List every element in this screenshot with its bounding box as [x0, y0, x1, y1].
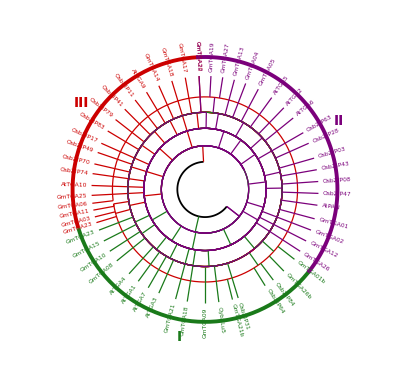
Text: GmTGA26: GmTGA26: [302, 251, 331, 272]
Text: GmTGA01b: GmTGA01b: [296, 260, 326, 285]
Text: GmTGA11: GmTGA11: [58, 208, 90, 219]
Text: AtTGA4: AtTGA4: [109, 275, 128, 296]
Text: GmTGA18: GmTGA18: [179, 305, 189, 336]
Text: GmTGA09: GmTGA09: [202, 307, 208, 338]
Text: OsbZIP31: OsbZIP31: [237, 301, 250, 330]
Text: GmTGA23: GmTGA23: [66, 229, 96, 245]
Text: GmTGA10: GmTGA10: [79, 251, 108, 272]
Text: AtTGA1: AtTGA1: [120, 284, 138, 305]
Text: AtTGA7: AtTGA7: [132, 290, 148, 312]
Text: OsbZIP03: OsbZIP03: [318, 147, 346, 160]
Text: OsbZIP84: OsbZIP84: [274, 282, 295, 308]
Text: GmTGA02: GmTGA02: [314, 229, 344, 245]
Text: GmTGA23: GmTGA23: [62, 222, 93, 235]
Text: GmTGA06: GmTGA06: [58, 201, 88, 210]
Text: GmTGA13: GmTGA13: [233, 45, 246, 76]
Text: GmTGA15: GmTGA15: [72, 241, 101, 259]
Text: GmTGA01: GmTGA01: [318, 217, 349, 230]
Text: GmTGA03: GmTGA03: [60, 215, 91, 228]
Text: OsbZIP28: OsbZIP28: [312, 127, 340, 144]
Text: GmTGA19: GmTGA19: [209, 41, 215, 72]
Text: OsbZIP08: OsbZIP08: [322, 177, 351, 184]
Text: GmTGA21: GmTGA21: [164, 303, 177, 333]
Text: OsbZIP74: OsbZIP74: [60, 167, 89, 175]
Text: AtTGA3: AtTGA3: [146, 296, 159, 319]
Text: OsbZIP83: OsbZIP83: [78, 112, 105, 131]
Text: OsbZIP79: OsbZIP79: [88, 97, 114, 119]
Text: OsbZIP41: OsbZIP41: [100, 84, 124, 108]
Text: GmTGA25: GmTGA25: [56, 193, 88, 200]
Text: GmTGA12: GmTGA12: [309, 241, 338, 259]
Text: OsbZIP47: OsbZIP47: [323, 191, 352, 197]
Text: OsbZIP43: OsbZIP43: [321, 161, 350, 172]
Text: OybZLu5: OybZLu5: [217, 306, 225, 333]
Text: GmTGA04: GmTGA04: [245, 50, 260, 80]
Text: AtTGA5: AtTGA5: [272, 74, 290, 96]
Text: OsbZIP11: OsbZIP11: [113, 72, 134, 98]
Text: OsbZIP49: OsbZIP49: [66, 139, 94, 153]
Text: GmTGA14: GmTGA14: [142, 53, 159, 83]
Text: OsbZIP70: OsbZIP70: [62, 154, 91, 165]
Text: II: II: [334, 115, 344, 129]
Text: AtTGA6: AtTGA6: [295, 99, 316, 117]
Text: GmTGA05: GmTGA05: [258, 57, 277, 87]
Text: GmTGA17: GmTGA17: [177, 43, 187, 74]
Text: GmTGA18: GmTGA18: [159, 47, 173, 77]
Text: GmTGA22: GmTGA22: [195, 41, 201, 72]
Text: GmTGA21b: GmTGA21b: [231, 303, 244, 338]
Text: OsbZIP63: OsbZIP63: [306, 114, 333, 133]
Text: GmTGA20: GmTGA20: [195, 41, 201, 72]
Text: OsbZIP64: OsbZIP64: [265, 288, 285, 315]
Text: I: I: [176, 330, 182, 344]
Text: AtTGA9: AtTGA9: [130, 68, 146, 90]
Text: AtTGA10: AtTGA10: [61, 182, 87, 188]
Text: GmTGA08: GmTGA08: [88, 262, 115, 285]
Text: AtPAN: AtPAN: [321, 203, 340, 211]
Text: OsbZIP17: OsbZIP17: [70, 127, 98, 144]
Text: III: III: [73, 96, 89, 110]
Text: GmTGA26b: GmTGA26b: [285, 273, 312, 301]
Text: AtTGA2: AtTGA2: [285, 87, 304, 106]
Text: GmTGA27: GmTGA27: [221, 42, 231, 73]
